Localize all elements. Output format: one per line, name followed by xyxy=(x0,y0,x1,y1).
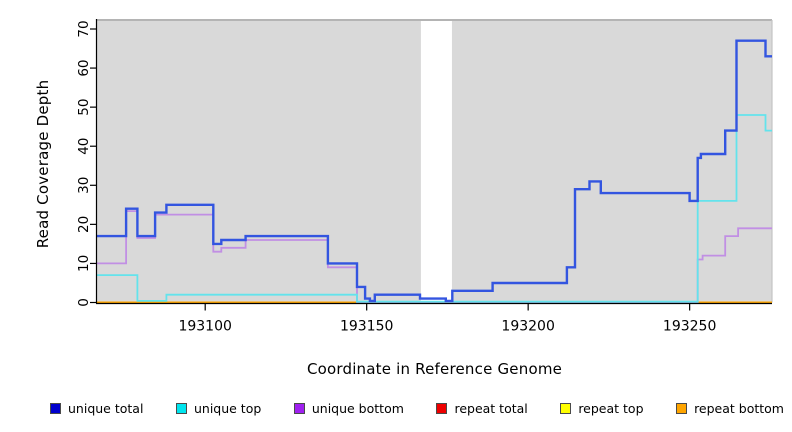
y-tick-label: 50 xyxy=(76,99,92,116)
y-tick-label: 30 xyxy=(76,177,92,194)
x-axis-title: Coordinate in Reference Genome xyxy=(306,360,563,378)
plot-canvas: 0 10 20 30 40 50 60 70 193100 193150 193200 193250 xyxy=(76,19,773,335)
legend-swatch-repeat-total xyxy=(436,402,448,414)
legend-swatch-unique-bottom xyxy=(293,402,305,414)
series-line-unique-bottom xyxy=(97,210,772,303)
y-axis-title: Read Coverage Depth xyxy=(34,79,52,249)
legend-item-repeat-bottom: repeat bottom xyxy=(676,401,784,416)
y-tick-label: 40 xyxy=(76,138,92,155)
legend-item-repeat-total: repeat total xyxy=(436,400,528,416)
y-tick-label: 60 xyxy=(76,59,92,76)
legend-swatch-unique-top xyxy=(175,402,187,414)
legend-label-unique-total: unique total xyxy=(68,400,144,416)
no-data-gap-band xyxy=(420,19,452,303)
legend-swatch-repeat-top xyxy=(560,402,572,414)
x-tick-label: 193200 xyxy=(501,319,554,335)
legend-label-unique-bottom: unique bottom xyxy=(311,400,404,416)
legend: unique total unique top unique bottom repea… xyxy=(50,396,784,420)
legend-item-repeat-top: repeat top xyxy=(560,400,644,416)
x-tick-label: 193100 xyxy=(178,319,231,335)
series-line-unique-total xyxy=(97,39,772,303)
legend-label-repeat-total: repeat total xyxy=(454,400,528,416)
y-tick-label: 20 xyxy=(76,216,92,233)
legend-item-unique-top: unique top xyxy=(175,400,262,416)
x-tick-label: 193150 xyxy=(340,319,393,335)
legend-item-unique-bottom: unique bottom xyxy=(293,400,404,416)
legend-label-repeat-top: repeat top xyxy=(578,400,644,416)
legend-label-unique-top: unique top xyxy=(193,400,262,416)
y-tick-label: 0 xyxy=(76,298,92,307)
legend-item-unique-total: unique total xyxy=(50,401,143,416)
series-line-unique-top xyxy=(97,114,772,303)
legend-label-repeat-bottom: repeat bottom xyxy=(694,400,784,416)
y-tick-label: 70 xyxy=(76,20,92,37)
legend-swatch-unique-total xyxy=(50,402,61,414)
legend-swatch-repeat-bottom xyxy=(676,402,688,414)
x-tick-label: 193250 xyxy=(663,319,716,335)
y-tick-label: 10 xyxy=(76,255,92,272)
